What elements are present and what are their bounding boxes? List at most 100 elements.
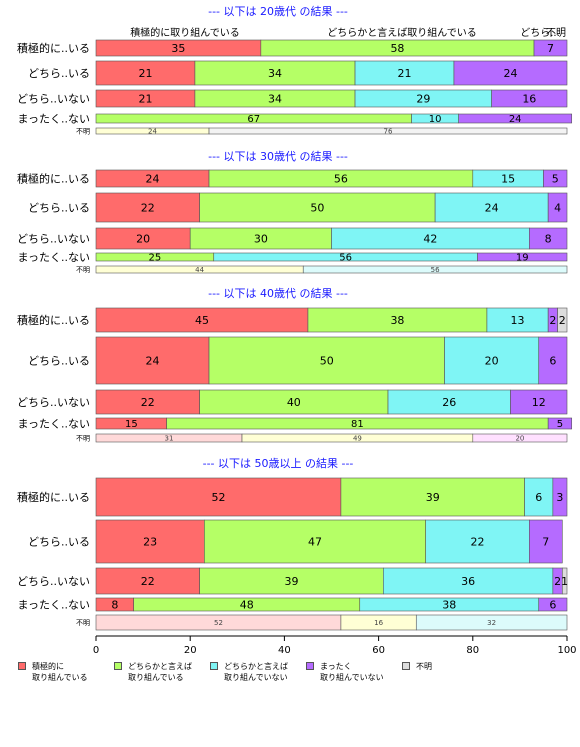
bar-segment <box>95 336 210 385</box>
legend-label-1: 積極的に 取り組んでいる <box>32 662 88 682</box>
data-label: 19 <box>516 253 529 264</box>
bar-segment <box>543 169 568 188</box>
data-label: 24 <box>148 128 157 136</box>
panel-title-1: --- 以下は 20歳代 の結果 --- <box>208 4 348 18</box>
legend-label-2: どちらかと言えば 取り組んでいる <box>128 662 192 682</box>
data-label: 6 <box>549 354 556 367</box>
bar-segment <box>194 60 356 86</box>
bar-segment <box>486 307 549 333</box>
bar-segment <box>538 597 568 612</box>
bar-segment <box>524 477 554 517</box>
bar-segment <box>415 614 568 631</box>
data-label: 22 <box>141 201 155 214</box>
bar-segment <box>557 307 568 333</box>
row-label: どちら..いる <box>28 354 90 367</box>
x-axis-tick-label: 0 <box>93 645 99 656</box>
data-label: 24 <box>485 201 499 214</box>
bar-segment <box>472 433 568 443</box>
data-label: 6 <box>549 598 556 611</box>
data-label: 50 <box>310 201 324 214</box>
bar-segment <box>547 417 573 430</box>
data-label: 40 <box>287 396 301 409</box>
bar-segment <box>95 307 309 333</box>
chart-legend: 積極的に 取り組んでいる どちらかと言えば 取り組んでいる どちらかと言えば 取… <box>18 661 578 691</box>
data-label: 29 <box>416 92 430 105</box>
data-label: 16 <box>522 92 536 105</box>
data-label: 21 <box>398 67 412 80</box>
legend-swatch-2 <box>114 662 122 670</box>
legend-label-3: どちらかと言えば 取り組んでいない <box>224 662 288 682</box>
legend-swatch-5 <box>402 662 410 670</box>
bar-segment <box>529 227 568 250</box>
data-label: 56 <box>339 253 352 264</box>
legend-item-5: 不明 <box>402 661 432 672</box>
data-label: 2 <box>559 314 566 327</box>
data-label: 20 <box>485 354 499 367</box>
data-label: 13 <box>511 314 525 327</box>
data-label: 30 <box>254 232 268 245</box>
panel-title-2: --- 以下は 30歳代 の結果 --- <box>208 149 348 163</box>
row-label: 積極的に..いる <box>17 490 90 504</box>
data-label: 31 <box>165 435 174 443</box>
row-label: どちら..いる <box>28 67 90 80</box>
data-label: 12 <box>532 396 546 409</box>
bar-segment <box>533 39 568 57</box>
legend-item-1: 積極的に 取り組んでいる <box>18 661 88 683</box>
legend-item-4: まったく 取り組んでいない <box>306 661 384 683</box>
row-label: どちら..いない <box>17 232 90 245</box>
legend-swatch-4 <box>306 662 314 670</box>
data-label: 67 <box>247 114 260 125</box>
data-label: 81 <box>351 419 364 430</box>
bar-segment <box>95 60 196 86</box>
data-label: 20 <box>515 435 524 443</box>
legend-swatch-1 <box>18 662 26 670</box>
bar-segment <box>491 89 568 108</box>
data-label: 34 <box>268 67 282 80</box>
bar-segment <box>95 567 200 595</box>
x-axis-tick-label: 40 <box>278 645 291 656</box>
data-label: 44 <box>195 266 204 274</box>
data-label: 52 <box>211 491 225 504</box>
data-label: 21 <box>138 67 152 80</box>
data-label: 23 <box>143 535 157 548</box>
panel-title-3: --- 以下は 40歳代 の結果 --- <box>208 286 348 300</box>
row-label: 不明 <box>76 266 90 274</box>
data-label: 15 <box>125 419 138 430</box>
data-label: 47 <box>308 535 322 548</box>
data-label: 24 <box>146 354 160 367</box>
data-label: 22 <box>471 535 485 548</box>
data-label: 48 <box>240 598 254 611</box>
category-header-1: 積極的に取り組んでいる <box>130 26 240 39</box>
legend-label-4: まったく 取り組んでいない <box>320 662 384 682</box>
data-label: 35 <box>171 42 185 55</box>
data-label: 39 <box>426 491 440 504</box>
bar-segment <box>208 127 568 135</box>
data-label: 3 <box>556 491 563 504</box>
data-label: 22 <box>141 575 155 588</box>
data-label: 38 <box>390 314 404 327</box>
data-label: 22 <box>141 396 155 409</box>
data-label: 36 <box>461 575 475 588</box>
data-label: 5 <box>557 419 563 430</box>
data-label: 24 <box>146 172 160 185</box>
data-label: 7 <box>547 42 554 55</box>
data-label: 24 <box>503 67 517 80</box>
bar-segment <box>444 336 540 385</box>
x-axis-tick-label: 20 <box>184 645 197 656</box>
panel-title-4: --- 以下は 50歳以上 の結果 --- <box>203 456 354 470</box>
row-label: まったく..ない <box>17 417 90 430</box>
row-label: 積極的に..いる <box>17 313 90 327</box>
bar-segment <box>383 567 554 595</box>
bar-segment <box>204 519 426 564</box>
bar-segment <box>95 477 342 517</box>
data-label: 4 <box>554 201 561 214</box>
bar-segment <box>547 192 568 223</box>
data-label: 56 <box>334 172 348 185</box>
legend-swatch-3 <box>210 662 218 670</box>
data-label: 10 <box>429 114 442 125</box>
data-label: 8 <box>545 232 552 245</box>
data-label: 49 <box>353 435 362 443</box>
data-label: 50 <box>320 354 334 367</box>
data-label: 76 <box>384 128 393 136</box>
legend-label-5: 不明 <box>416 662 432 671</box>
